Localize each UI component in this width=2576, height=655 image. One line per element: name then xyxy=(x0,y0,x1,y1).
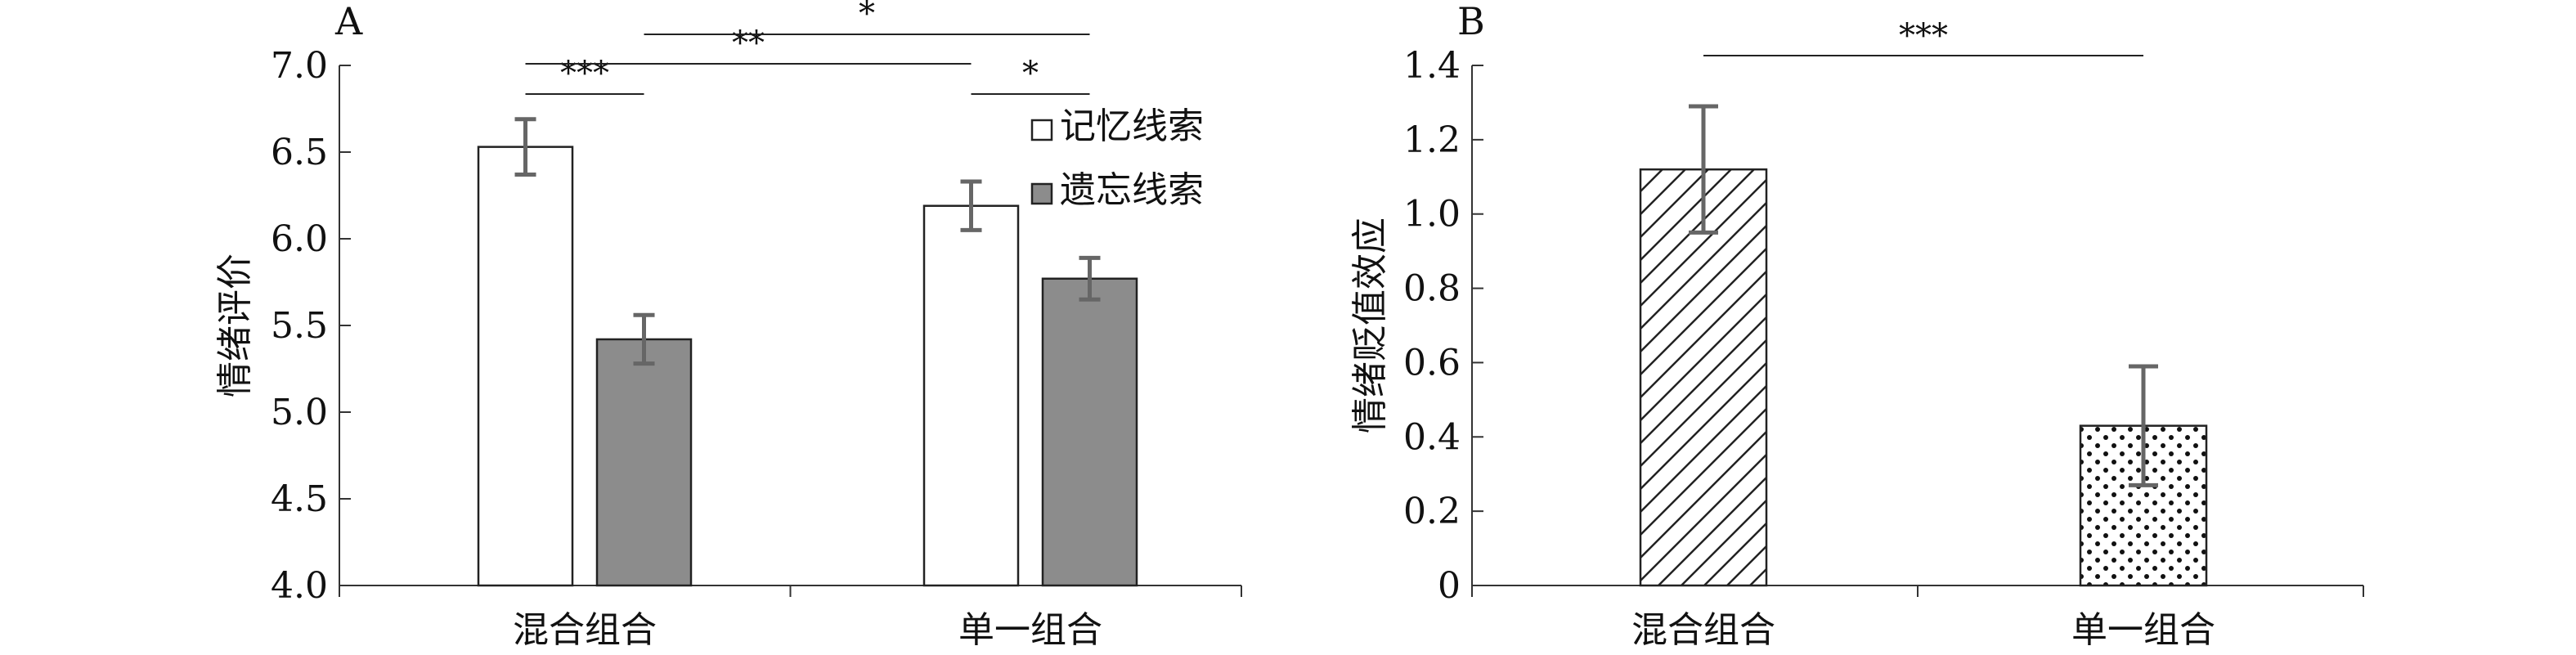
panel-b-label: B xyxy=(1457,0,1485,43)
panel-a-label: A xyxy=(334,0,363,43)
panel-a-significance-label: * xyxy=(1022,55,1039,92)
panel-a-bar xyxy=(595,338,693,587)
panel-b-y-tick-label: 0 xyxy=(1438,565,1461,607)
panel-b-category-label: 混合组合 xyxy=(1631,609,1775,651)
panel-a-y-tick-label: 5.5 xyxy=(271,305,328,347)
panel-b-y-tick-label: 0.8 xyxy=(1403,268,1461,310)
panel-a-significance-label: *** xyxy=(560,55,609,92)
panel-a-bar xyxy=(1041,277,1138,587)
panel-a-legend-label: 遗忘线索 xyxy=(1060,169,1204,211)
panel-a-bar xyxy=(922,204,1020,587)
panel-b-bar xyxy=(1639,168,1768,587)
panel-a-legend-label: 记忆线索 xyxy=(1060,105,1204,147)
panel-a-y-tick-label: 6.5 xyxy=(271,132,328,173)
panel-a-category-label: 单一组合 xyxy=(958,609,1102,651)
panel-b-y-tick-label: 0.4 xyxy=(1403,416,1461,458)
panel-b-significance-label: *** xyxy=(1899,17,1948,55)
panel-a-y-tick-label: 7.0 xyxy=(271,45,328,87)
panel-a-legend-swatch xyxy=(1030,182,1053,205)
panel-b-y-axis-label: 情绪贬值效应 xyxy=(1349,218,1391,433)
panel-a-significance-label: ** xyxy=(732,25,765,62)
panel-a-y-tick-label: 4.5 xyxy=(271,478,328,520)
panel-a-y-tick-label: 5.0 xyxy=(271,392,328,433)
panel-b-category-label: 单一组合 xyxy=(2071,609,2215,651)
panel-a-y-axis-label: 情绪评价 xyxy=(214,253,256,397)
panel-b-y-tick-label: 0.2 xyxy=(1403,491,1461,532)
panel-b-y-tick-label: 0.6 xyxy=(1403,342,1461,384)
panel-a-bar xyxy=(477,146,574,587)
panel-a-y-tick-label: 6.0 xyxy=(271,218,328,260)
panel-a-significance-label: * xyxy=(859,0,875,33)
panel-b-y-tick-label: 1.4 xyxy=(1403,45,1461,87)
panel-a-y-tick-label: 4.0 xyxy=(271,565,328,607)
panel-a-legend-swatch xyxy=(1030,119,1053,141)
panel-b-y-tick-label: 1.2 xyxy=(1403,119,1461,161)
panel-b-y-tick-label: 1.0 xyxy=(1403,194,1461,236)
panel-a-category-label: 混合组合 xyxy=(513,609,657,651)
